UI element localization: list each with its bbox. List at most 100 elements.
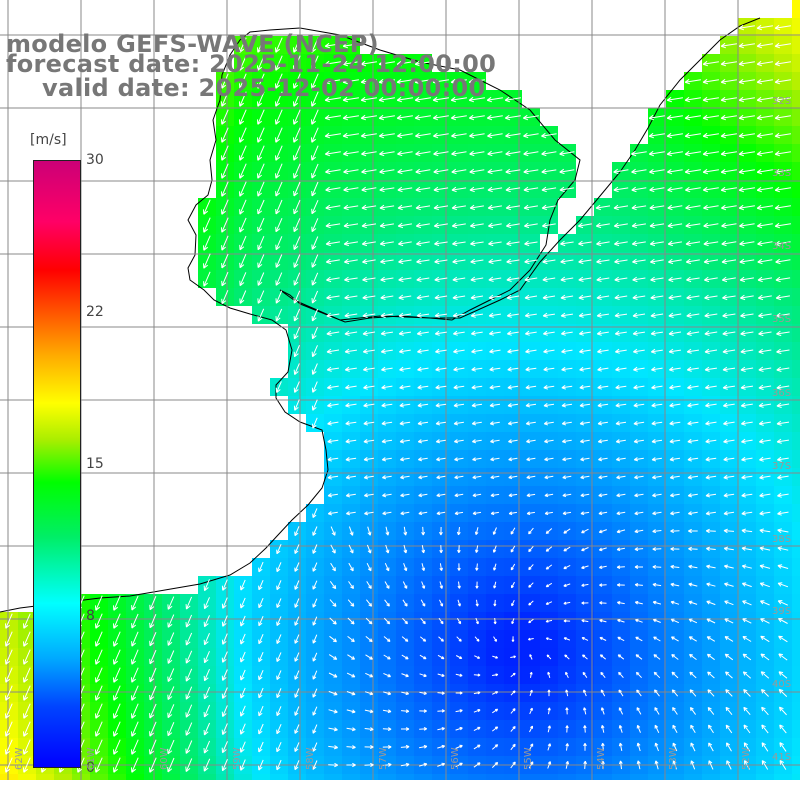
wind-arrow [707,706,715,715]
wind-arrow [508,511,517,516]
wind-arrow [743,724,751,734]
wind-arrow [524,276,538,282]
wind-arrow [511,581,515,589]
wind-arrow [362,312,376,318]
wind-arrow [777,528,789,534]
wind-arrow [617,654,625,660]
wind-arrow [344,366,357,372]
wind-arrow [635,654,643,660]
wind-arrow [473,709,481,713]
wind-arrow [690,724,696,734]
wind-arrow [258,705,264,717]
wind-arrow [451,132,467,139]
wind-arrow [600,707,605,715]
wind-arrow [774,222,791,229]
wind-arrow [384,581,390,589]
wind-arrow [381,402,393,408]
wind-arrow [381,384,393,390]
wind-arrow [578,258,592,265]
wind-arrow [523,204,538,211]
wind-arrow [684,114,701,121]
wind-arrow [363,402,375,408]
wind-arrow [544,493,554,498]
wind-arrow [363,438,375,444]
wind-arrow [775,258,791,265]
wind-arrow [525,348,537,354]
wind-arrow [491,761,499,768]
wind-arrow [419,744,428,749]
wind-arrow [293,254,301,268]
wind-speed-cell [792,450,800,468]
wind-arrow [293,218,301,233]
wind-arrow [493,581,497,589]
wind-arrow [397,222,412,229]
lat-label: 36S [772,388,792,399]
wind-arrow [528,600,534,606]
wind-arrow [203,669,210,682]
wind-arrow [706,546,716,552]
wind-arrow [185,614,193,628]
wind-arrow [779,724,787,734]
wind-arrow [541,150,557,157]
wind-arrow [654,724,660,734]
wind-arrow [364,762,374,768]
wind-arrow [583,725,587,733]
wind-arrow [722,384,735,390]
wind-arrow [383,672,391,678]
wind-arrow [434,258,448,265]
wind-arrow [149,649,157,665]
wind-arrow [738,132,755,139]
wind-arrow [312,706,318,716]
wind-arrow [723,510,735,516]
wind-arrow [167,686,175,700]
lon-label: 53W [668,747,679,770]
wind-arrow [311,345,318,358]
wind-arrow [312,670,318,680]
wind-arrow [488,222,502,229]
wind-arrow [686,366,699,372]
wind-arrow [489,348,501,354]
wind-arrow [648,150,665,157]
wind-arrow [613,222,628,229]
wind-arrow [599,636,607,641]
wind-arrow [738,186,755,193]
wind-arrow [416,240,430,247]
wind-arrow [724,582,734,587]
wind-arrow [258,741,264,753]
wind-arrow [561,384,573,390]
wind-arrow [684,150,701,157]
wind-arrow [167,596,175,610]
wind-arrow [597,402,609,408]
wind-speed-cell [792,648,800,666]
wind-arrow [562,475,572,480]
wind-arrow [489,330,501,336]
wind-arrow [293,91,301,107]
wind-arrow [113,721,121,737]
wind-arrow [294,724,300,734]
wind-arrow [526,457,536,462]
wind-arrow [742,636,752,642]
wind-arrow [379,222,394,229]
wind-arrow [95,757,103,773]
wind-arrow [760,635,770,643]
wind-arrow [475,563,479,571]
wind-arrow [561,421,572,426]
wind-arrow [634,547,644,552]
wind-arrow [616,457,626,462]
wind-arrow [380,258,394,265]
wind-speed-cell [792,558,800,576]
wind-arrow [23,703,31,719]
wind-arrow [579,421,590,426]
wind-arrow [761,742,769,752]
wind-arrow [402,581,408,589]
wind-arrow [741,438,753,444]
wind-arrow [756,114,773,121]
wind-arrow [416,258,430,265]
wind-arrow [722,366,736,372]
wind-arrow [635,671,642,679]
wind-arrow [596,294,610,300]
wind-arrow [508,457,518,462]
wind-arrow [471,330,483,336]
colorbar-gradient [33,160,81,768]
wind-arrow [343,150,359,157]
